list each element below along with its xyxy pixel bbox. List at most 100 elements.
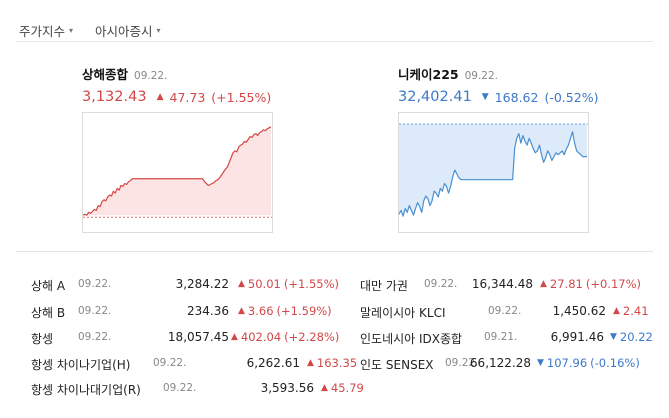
tab-asia-market[interactable]: 아시아증시 ▾ bbox=[95, 18, 161, 42]
quote-name[interactable]: 항셍 차이나대기업(R) bbox=[31, 383, 141, 397]
tab-asia-market-label: 아시아증시 bbox=[95, 23, 153, 39]
quote-change: ▲ 402.04 (+2.28%) bbox=[231, 330, 339, 344]
quote-row[interactable]: 상해 A 09.22. 3,284.22 ▲ 50.01 (+1.55%) bbox=[31, 277, 341, 297]
quote-row[interactable]: 인도네시아 IDX종합 09.21. 6,991.46 ▼ 20.22 bbox=[360, 330, 660, 350]
chart-change-value: 168.62 bbox=[494, 89, 539, 105]
quote-value: 1,450.62 bbox=[552, 304, 606, 318]
quote-value: 16,344.48 bbox=[471, 277, 533, 291]
quote-value: 66,122.28 bbox=[469, 356, 531, 370]
quote-change-percent: (+0.17%) bbox=[585, 277, 642, 291]
up-arrow-icon: ▲ bbox=[156, 92, 164, 102]
chart-change-percent: (-0.52%) bbox=[544, 89, 599, 105]
quote-row[interactable]: 인도 SENSEX 09.22. 66,122.28 ▼ 107.96 (-0.… bbox=[360, 356, 660, 376]
quote-change-value: 50.01 bbox=[247, 277, 281, 291]
chart-values: 3,132.43 ▲ 47.73 (+1.55%) bbox=[82, 89, 302, 105]
chevron-down-icon: ▾ bbox=[156, 25, 161, 35]
tab-stock-index-label: 주가지수 bbox=[19, 23, 66, 39]
quote-change: ▼ 20.22 bbox=[610, 330, 656, 344]
quote-name[interactable]: 항셍 bbox=[31, 332, 54, 346]
chart-change-value: 47.73 bbox=[169, 89, 206, 105]
quote-change: ▼ 107.96 (-0.16%) bbox=[537, 356, 640, 370]
quote-value: 234.36 bbox=[187, 304, 229, 318]
quote-value: 6,991.46 bbox=[550, 330, 604, 344]
quote-date: 09.22. bbox=[163, 382, 197, 394]
quote-value: 3,593.56 bbox=[260, 381, 314, 395]
shanghai-composite-card[interactable]: 상해종합 09.22. 3,132.43 ▲ 47.73 (+1.55%) bbox=[82, 64, 302, 105]
quote-row[interactable]: 말레이시아 KLCI 09.22. 1,450.62 ▲ 2.41 bbox=[360, 304, 660, 324]
up-arrow-icon: ▲ bbox=[238, 279, 245, 289]
up-arrow-icon: ▲ bbox=[231, 332, 238, 342]
quote-change: ▲ 2.41 bbox=[613, 304, 652, 318]
quote-change-percent: (+1.59%) bbox=[276, 304, 332, 318]
down-arrow-icon: ▼ bbox=[537, 358, 544, 368]
chart-index-name[interactable]: 상해종합 bbox=[82, 67, 129, 82]
up-arrow-icon: ▲ bbox=[238, 306, 245, 316]
quote-date: 09.22. bbox=[424, 278, 458, 290]
quote-name[interactable]: 항셍 차이나기업(H) bbox=[31, 358, 131, 372]
quote-name[interactable]: 말레이시아 KLCI bbox=[360, 306, 446, 320]
quote-value: 18,057.45 bbox=[167, 330, 229, 344]
quote-change: ▲ 50.01 (+1.55%) bbox=[238, 277, 339, 291]
up-arrow-icon: ▲ bbox=[321, 383, 328, 393]
quote-row[interactable]: 항셍 차이나기업(H) 09.22. 6,262.61 ▲ 163.35 bbox=[31, 356, 357, 376]
quote-change: ▲ 3.66 (+1.59%) bbox=[238, 304, 332, 318]
chart-series-line bbox=[82, 126, 272, 216]
up-arrow-icon: ▲ bbox=[540, 279, 547, 289]
chart-index-name[interactable]: 니케이225 bbox=[398, 67, 459, 82]
quote-name[interactable]: 상해 B bbox=[31, 306, 66, 320]
quote-change-value: 45.79 bbox=[330, 381, 364, 395]
quote-change-value: 402.04 bbox=[240, 330, 282, 344]
tab-stock-index[interactable]: 주가지수 ▾ bbox=[19, 18, 73, 42]
quote-date: 09.22. bbox=[78, 278, 112, 290]
quote-name[interactable]: 대만 가권 bbox=[360, 279, 408, 293]
chart-price: 3,132.43 bbox=[82, 89, 147, 105]
index-tabs: 주가지수 ▾ 아시아증시 ▾ bbox=[19, 18, 161, 42]
tabs-divider bbox=[16, 41, 653, 42]
chart-change-percent: (+1.55%) bbox=[211, 89, 272, 105]
section-divider bbox=[16, 251, 653, 252]
quote-change-percent: (+1.55%) bbox=[283, 277, 340, 291]
quote-change-value: 27.81 bbox=[549, 277, 583, 291]
quote-change-value: 20.22 bbox=[619, 330, 653, 344]
shanghai-composite-mini-chart[interactable] bbox=[82, 112, 274, 234]
quote-change-value: 2.41 bbox=[622, 304, 649, 318]
quote-change: ▲ 163.35 bbox=[307, 356, 360, 370]
quote-date: 09.22. bbox=[488, 305, 522, 317]
quote-change-value: 3.66 bbox=[247, 304, 274, 318]
quote-date: 09.22. bbox=[78, 331, 112, 343]
down-arrow-icon: ▼ bbox=[481, 92, 489, 102]
quote-value: 3,284.22 bbox=[175, 277, 229, 291]
quote-date: 09.21. bbox=[484, 331, 518, 343]
quote-change-value: 163.35 bbox=[316, 356, 358, 370]
quote-row[interactable]: 항셍 차이나대기업(R) 09.22. 3,593.56 ▲ 45.79 bbox=[31, 381, 364, 401]
up-arrow-icon: ▲ bbox=[307, 358, 314, 368]
chart-price: 32,402.41 bbox=[398, 89, 472, 105]
down-arrow-icon: ▼ bbox=[610, 332, 617, 342]
chart-series-line bbox=[398, 131, 587, 217]
chart-values: 32,402.41 ▼ 168.62 (-0.52%) bbox=[398, 89, 618, 105]
up-arrow-icon: ▲ bbox=[613, 306, 620, 316]
quote-name[interactable]: 인도 SENSEX bbox=[360, 358, 434, 372]
chart-change: ▲ 47.73 (+1.55%) bbox=[157, 90, 272, 105]
nikkei-225-mini-chart[interactable] bbox=[398, 112, 590, 234]
quote-date: 09.22. bbox=[445, 357, 479, 369]
quote-name[interactable]: 상해 A bbox=[31, 279, 66, 293]
chart-date: 09.22. bbox=[134, 70, 168, 82]
quote-date: 09.22. bbox=[78, 305, 112, 317]
quote-row[interactable]: 항셍 09.22. 18,057.45 ▲ 402.04 (+2.28%) bbox=[31, 330, 341, 350]
chevron-down-icon: ▾ bbox=[69, 25, 74, 35]
quote-change: ▲ 45.79 bbox=[321, 381, 367, 395]
quote-change-percent: (-0.16%) bbox=[590, 356, 640, 370]
chart-area bbox=[83, 126, 271, 216]
quote-date: 09.22. bbox=[153, 357, 187, 369]
quote-name[interactable]: 인도네시아 IDX종합 bbox=[360, 332, 463, 346]
quote-change-value: 107.96 bbox=[546, 356, 588, 370]
quote-change-percent: (+2.28%) bbox=[284, 330, 340, 344]
quote-value: 6,262.61 bbox=[246, 356, 300, 370]
chart-change: ▼ 168.62 (-0.52%) bbox=[482, 90, 599, 105]
quote-change: ▲ 27.81 (+0.17%) bbox=[540, 277, 641, 291]
nikkei-225-card[interactable]: 니케이225 09.22. 32,402.41 ▼ 168.62 (-0.52%… bbox=[398, 64, 618, 105]
quote-row[interactable]: 상해 B 09.22. 234.36 ▲ 3.66 (+1.59%) bbox=[31, 304, 341, 324]
quote-row[interactable]: 대만 가권 09.22. 16,344.48 ▲ 27.81 (+0.17%) bbox=[360, 277, 660, 297]
chart-date: 09.22. bbox=[464, 70, 498, 82]
